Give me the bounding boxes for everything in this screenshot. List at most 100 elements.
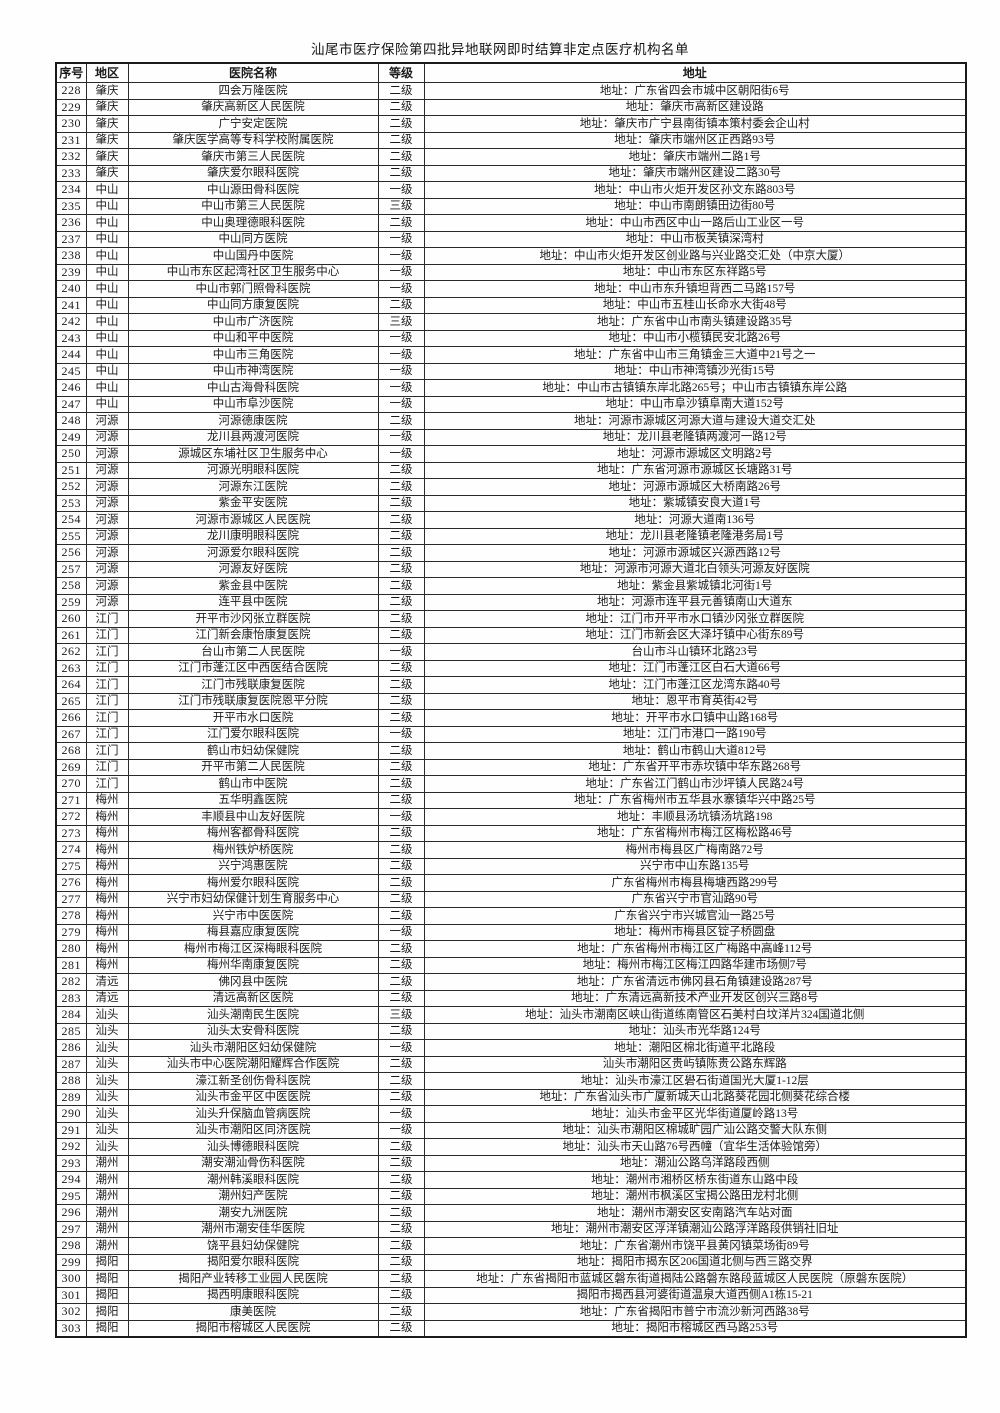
hospital-table-body: 228 肇庆 四会万隆医院 二级 地址：广东省四会市城中区朝阳街6号 229 肇… xyxy=(55,82,967,1338)
cell-level: 一级 xyxy=(377,181,425,199)
cell-serial-number: 264 xyxy=(55,676,87,694)
cell-serial-number: 280 xyxy=(55,940,87,958)
cell-serial-number: 296 xyxy=(55,1204,87,1222)
cell-address: 台山市斗山镇环北路23号 xyxy=(423,643,967,661)
cell-serial-number: 232 xyxy=(55,148,87,166)
cell-address: 地址：恩平市育英街42号 xyxy=(423,692,967,710)
table-row: 254 河源 河源市源城区人民医院 二级 地址：河源大道南136号 xyxy=(55,511,967,529)
cell-serial-number: 300 xyxy=(55,1270,87,1288)
cell-hospital-name: 中山源田骨科医院 xyxy=(127,181,379,199)
cell-level: 一级 xyxy=(377,1039,425,1057)
cell-region: 肇庆 xyxy=(85,148,129,166)
cell-serial-number: 237 xyxy=(55,230,87,248)
cell-region: 河源 xyxy=(85,511,129,529)
table-row: 256 河源 河源爱尔眼科医院 二级 地址：河源市源城区兴源西路12号 xyxy=(55,544,967,562)
cell-hospital-name: 河源市源城区人民医院 xyxy=(127,511,379,529)
cell-address: 地址：梅州市梅江区梅江四路华建市场侧7号 xyxy=(423,956,967,974)
table-row: 245 中山 中山市神湾医院 一级 地址：中山市神湾镇沙光街15号 xyxy=(55,362,967,380)
cell-hospital-name: 连平县中医院 xyxy=(127,593,379,611)
table-row: 253 河源 紫金平安医院 二级 地址：紫城镇安良大道1号 xyxy=(55,494,967,512)
cell-address: 地址：江门市蓬江区龙湾东路40号 xyxy=(423,676,967,694)
cell-hospital-name: 梅州市梅江区深梅眼科医院 xyxy=(127,940,379,958)
cell-level: 二级 xyxy=(377,511,425,529)
cell-region: 梅州 xyxy=(85,808,129,826)
cell-level: 一级 xyxy=(377,725,425,743)
cell-region: 河源 xyxy=(85,544,129,562)
cell-serial-number: 256 xyxy=(55,544,87,562)
cell-region: 河源 xyxy=(85,577,129,595)
cell-level: 二级 xyxy=(377,461,425,479)
cell-address: 地址：广东省开平市赤坎镇中华东路268号 xyxy=(423,758,967,776)
cell-level: 一级 xyxy=(377,1105,425,1123)
cell-serial-number: 274 xyxy=(55,841,87,859)
table-row: 262 江门 台山市第二人民医院 一级 台山市斗山镇环北路23号 xyxy=(55,643,967,661)
cell-serial-number: 284 xyxy=(55,1006,87,1024)
cell-address: 地址：中山市火炬开发区孙文东路803号 xyxy=(423,181,967,199)
cell-region: 江门 xyxy=(85,709,129,727)
cell-address: 梅州市梅县区广梅南路72号 xyxy=(423,841,967,859)
cell-level: 一级 xyxy=(377,379,425,397)
cell-serial-number: 294 xyxy=(55,1171,87,1189)
table-row: 269 江门 开平市第二人民医院 二级 地址：广东省开平市赤坎镇中华东路268号 xyxy=(55,758,967,776)
cell-serial-number: 279 xyxy=(55,923,87,941)
cell-hospital-name: 潮安九洲医院 xyxy=(127,1204,379,1222)
cell-hospital-name: 开平市沙冈张立群医院 xyxy=(127,610,379,628)
cell-serial-number: 250 xyxy=(55,445,87,463)
cell-level: 二级 xyxy=(377,296,425,314)
cell-serial-number: 286 xyxy=(55,1039,87,1057)
cell-level: 二级 xyxy=(377,1319,425,1338)
table-row: 271 梅州 五华明鑫医院 二级 地址：广东省梅州市五华县水寨镇华兴中路25号 xyxy=(55,791,967,809)
cell-region: 河源 xyxy=(85,494,129,512)
table-row: 280 梅州 梅州市梅江区深梅眼科医院 二级 地址：广东省梅州市梅江区广梅路中高… xyxy=(55,940,967,958)
cell-level: 二级 xyxy=(377,973,425,991)
cell-level: 二级 xyxy=(377,577,425,595)
cell-serial-number: 240 xyxy=(55,280,87,298)
cell-serial-number: 281 xyxy=(55,956,87,974)
cell-hospital-name: 肇庆高新区人民医院 xyxy=(127,98,379,116)
cell-address: 地址：中山市板芙镇深湾村 xyxy=(423,230,967,248)
table-row: 233 肇庆 肇庆爱尔眼科医院 二级 地址：肇庆市端州区建设二路30号 xyxy=(55,164,967,182)
cell-address: 地址：龙川县老隆镇老隆港务局1号 xyxy=(423,527,967,545)
cell-hospital-name: 揭阳产业转移工业园人民医院 xyxy=(127,1270,379,1288)
cell-level: 二级 xyxy=(377,841,425,859)
table-row: 301 揭阳 揭西明康眼科医院 二级 揭阳市揭西县河婆街道温泉大道西侧A1栋15… xyxy=(55,1286,967,1304)
cell-level: 二级 xyxy=(377,742,425,760)
cell-hospital-name: 五华明鑫医院 xyxy=(127,791,379,809)
cell-serial-number: 282 xyxy=(55,973,87,991)
cell-level: 二级 xyxy=(377,82,425,100)
cell-serial-number: 293 xyxy=(55,1154,87,1172)
cell-level: 三级 xyxy=(377,1006,425,1024)
cell-level: 二级 xyxy=(377,1072,425,1090)
cell-address: 地址：紫城镇安良大道1号 xyxy=(423,494,967,512)
cell-serial-number: 302 xyxy=(55,1303,87,1321)
cell-serial-number: 260 xyxy=(55,610,87,628)
cell-level: 二级 xyxy=(377,989,425,1007)
table-row: 279 梅州 梅县嘉应康复医院 一级 地址：梅州市梅县区锭子桥圆盘 xyxy=(55,923,967,941)
cell-address: 地址：肇庆市广宁县南街镇本策村委会企山村 xyxy=(423,115,967,133)
cell-region: 江门 xyxy=(85,692,129,710)
table-row: 251 河源 河源光明眼科医院 二级 地址：广东省河源市源城区长塘路31号 xyxy=(55,461,967,479)
cell-level: 二级 xyxy=(377,527,425,545)
cell-hospital-name: 潮安潮汕骨伤科医院 xyxy=(127,1154,379,1172)
table-row: 278 梅州 兴宁市中医医院 二级 广东省兴宁市兴城官汕一路25号 xyxy=(55,907,967,925)
table-row: 243 中山 中山和平中医院 一级 地址：中山市小榄镇民安北路26号 xyxy=(55,329,967,347)
cell-level: 二级 xyxy=(377,907,425,925)
cell-address: 广东省兴宁市官汕路90号 xyxy=(423,890,967,908)
cell-hospital-name: 清远高新区医院 xyxy=(127,989,379,1007)
cell-address: 地址：江门市新会区大泽圩镇中心街东89号 xyxy=(423,626,967,644)
cell-serial-number: 259 xyxy=(55,593,87,611)
cell-level: 二级 xyxy=(377,560,425,578)
cell-hospital-name: 梅州爱尔眼科医院 xyxy=(127,874,379,892)
cell-hospital-name: 梅州华南康复医院 xyxy=(127,956,379,974)
cell-serial-number: 236 xyxy=(55,214,87,232)
cell-level: 二级 xyxy=(377,626,425,644)
column-header-no: 序号 xyxy=(55,62,87,83)
table-row: 286 汕头 汕头市潮阳区妇幼保健院 一级 地址：潮阳区棉北街道平北路段 xyxy=(55,1039,967,1057)
table-header-row: 序号 地区 医院名称 等级 地址 xyxy=(55,62,967,83)
cell-address: 地址：中山市东区东祥路5号 xyxy=(423,263,967,281)
cell-hospital-name: 汕头太安骨科医院 xyxy=(127,1022,379,1040)
cell-region: 潮州 xyxy=(85,1171,129,1189)
cell-level: 二级 xyxy=(377,544,425,562)
cell-region: 中山 xyxy=(85,280,129,298)
cell-serial-number: 254 xyxy=(55,511,87,529)
